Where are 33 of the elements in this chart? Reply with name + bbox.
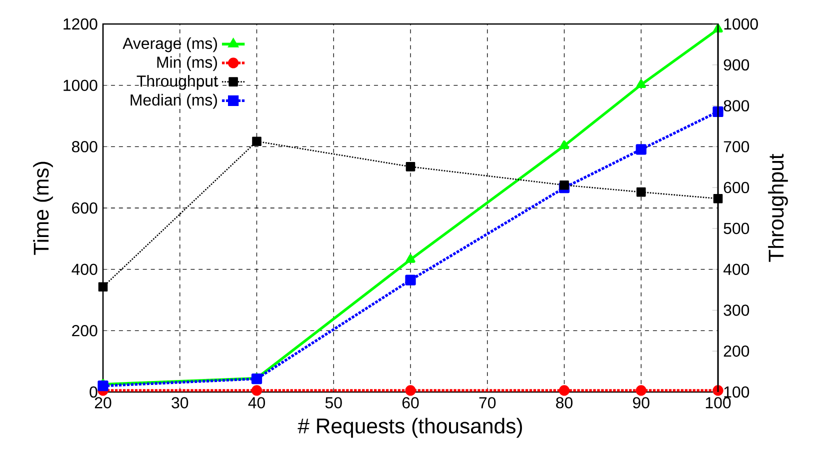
y2-tick-label: 100 <box>724 386 750 398</box>
legend-label: Throughput <box>136 75 218 90</box>
legend-label: Min (ms) <box>157 56 217 72</box>
x-tick-label: 40 <box>248 397 265 408</box>
x-axis-title: # Requests (thousands) <box>298 418 522 438</box>
y-tick-label: 200 <box>72 325 98 336</box>
y-tick-label: 0 <box>90 386 98 398</box>
x-tick-label: 100 <box>706 397 731 408</box>
y-tick-label: 1000 <box>64 80 98 91</box>
y2-tick-label: 1000 <box>724 18 758 30</box>
x-tick-label: 80 <box>556 397 572 408</box>
x-tick-label: 60 <box>402 397 419 408</box>
x-tick-label: 90 <box>633 397 650 408</box>
y-tick-label: 800 <box>72 141 98 152</box>
y-tick-label: 400 <box>72 264 98 275</box>
y2-tick-label: 300 <box>724 304 750 316</box>
x-tick-label: 70 <box>479 397 496 408</box>
y2-tick-label: 900 <box>724 59 750 71</box>
x-tick-label: 50 <box>325 397 342 408</box>
y-tick-label: 1200 <box>64 18 98 30</box>
y2-tick-label: 700 <box>724 141 750 152</box>
legend-label: Median (ms) <box>130 94 217 109</box>
y2-tick-label: 500 <box>724 222 750 234</box>
x-tick-label: 30 <box>172 397 188 408</box>
y-axis-title: Time (ms) <box>33 162 53 255</box>
y2-tick-label: 800 <box>724 100 750 112</box>
legend-label: Average (ms) <box>122 37 217 52</box>
y-tick-label: 600 <box>72 202 98 214</box>
y2-tick-label: 600 <box>724 182 750 194</box>
y2-tick-label: 200 <box>724 345 750 357</box>
y2-axis-title: Throughput <box>768 154 788 262</box>
y2-tick-label: 400 <box>723 264 750 275</box>
x-tick-label: 20 <box>94 397 112 408</box>
